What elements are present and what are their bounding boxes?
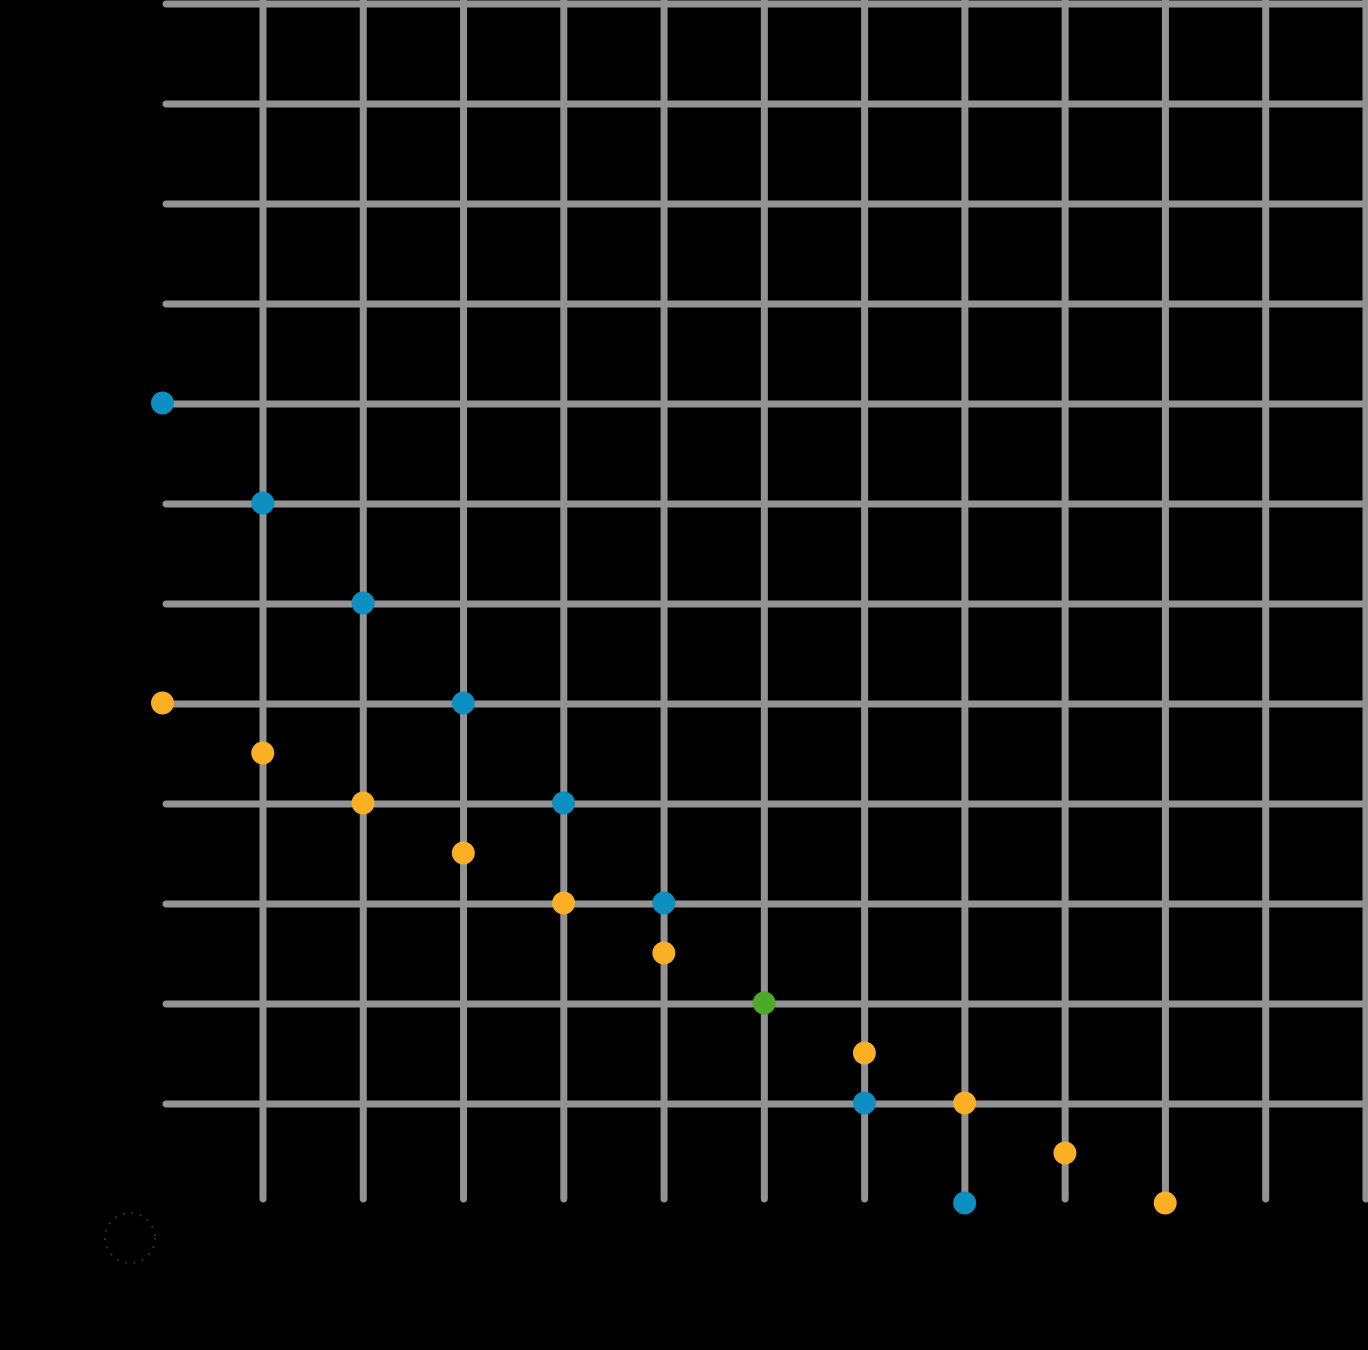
data-point-orange-series (151, 691, 174, 715)
data-point-orange-series (552, 891, 576, 915)
data-point-orange-series (953, 1091, 977, 1115)
data-point-orange-series (351, 791, 375, 815)
data-point-blue-series (953, 1191, 977, 1215)
data-point-blue-series (852, 1091, 876, 1115)
watermark-logo-icon (104, 1212, 156, 1264)
data-point-orange-series (1153, 1191, 1177, 1215)
data-point-orange-series (1053, 1141, 1077, 1165)
data-point-blue-series (552, 791, 576, 815)
data-point-orange-series (251, 741, 275, 765)
series-green-intersection (752, 991, 776, 1015)
data-point-green-intersection (752, 991, 776, 1015)
data-point-blue-series (251, 491, 275, 515)
data-point-blue-series (652, 891, 676, 915)
series-blue-series (151, 391, 977, 1215)
data-point-blue-series (451, 691, 475, 715)
data-point-orange-series (451, 841, 475, 865)
series-orange-series (151, 691, 1177, 1215)
data-point-orange-series (852, 1041, 876, 1065)
data-point-blue-series (151, 391, 174, 415)
data-point-orange-series (652, 941, 676, 965)
data-point-blue-series (351, 591, 375, 615)
